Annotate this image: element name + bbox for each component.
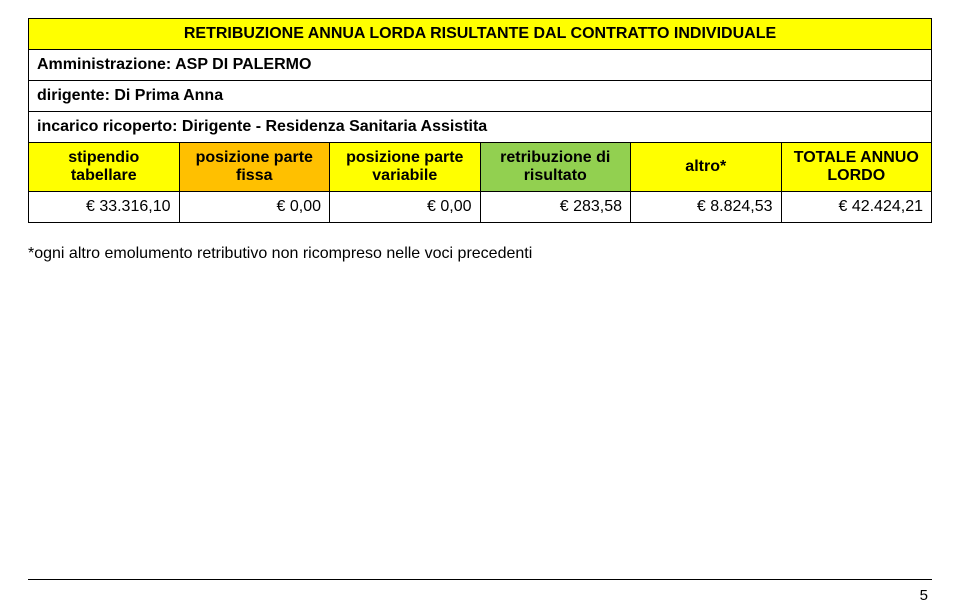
document-page: RETRIBUZIONE ANNUA LORDA RISULTANTE DAL …	[0, 0, 960, 614]
header-altro: altro*	[631, 143, 782, 192]
incarico-row: incarico ricoperto: Dirigente - Residenz…	[29, 112, 932, 143]
header-stipendio: stipendio tabellare	[29, 143, 180, 192]
column-headers-row: stipendio tabellare posizione parte fiss…	[29, 143, 932, 192]
amministrazione-row: Amministrazione: ASP DI PALERMO	[29, 50, 932, 81]
page-number: 5	[920, 587, 928, 604]
header-fissa: posizione parte fissa	[179, 143, 330, 192]
footer-separator	[28, 579, 932, 580]
value-stipendio: € 33.316,10	[29, 192, 180, 223]
dirigente-cell: dirigente: Di Prima Anna	[29, 81, 932, 112]
header-variabile: posizione parte variabile	[330, 143, 481, 192]
dirigente-row: dirigente: Di Prima Anna	[29, 81, 932, 112]
data-row: € 33.316,10 € 0,00 € 0,00 € 283,58 € 8.8…	[29, 192, 932, 223]
amministrazione-cell: Amministrazione: ASP DI PALERMO	[29, 50, 932, 81]
value-totale: € 42.424,21	[781, 192, 932, 223]
title-row: RETRIBUZIONE ANNUA LORDA RISULTANTE DAL …	[29, 19, 932, 50]
header-totale: TOTALE ANNUO LORDO	[781, 143, 932, 192]
footnote: *ogni altro emolumento retributivo non r…	[28, 245, 932, 263]
incarico-cell: incarico ricoperto: Dirigente - Residenz…	[29, 112, 932, 143]
value-risultato: € 283,58	[480, 192, 631, 223]
value-fissa: € 0,00	[179, 192, 330, 223]
value-altro: € 8.824,53	[631, 192, 782, 223]
header-risultato: retribuzione di risultato	[480, 143, 631, 192]
title-cell: RETRIBUZIONE ANNUA LORDA RISULTANTE DAL …	[29, 19, 932, 50]
compensation-table: RETRIBUZIONE ANNUA LORDA RISULTANTE DAL …	[28, 18, 932, 223]
value-variabile: € 0,00	[330, 192, 481, 223]
